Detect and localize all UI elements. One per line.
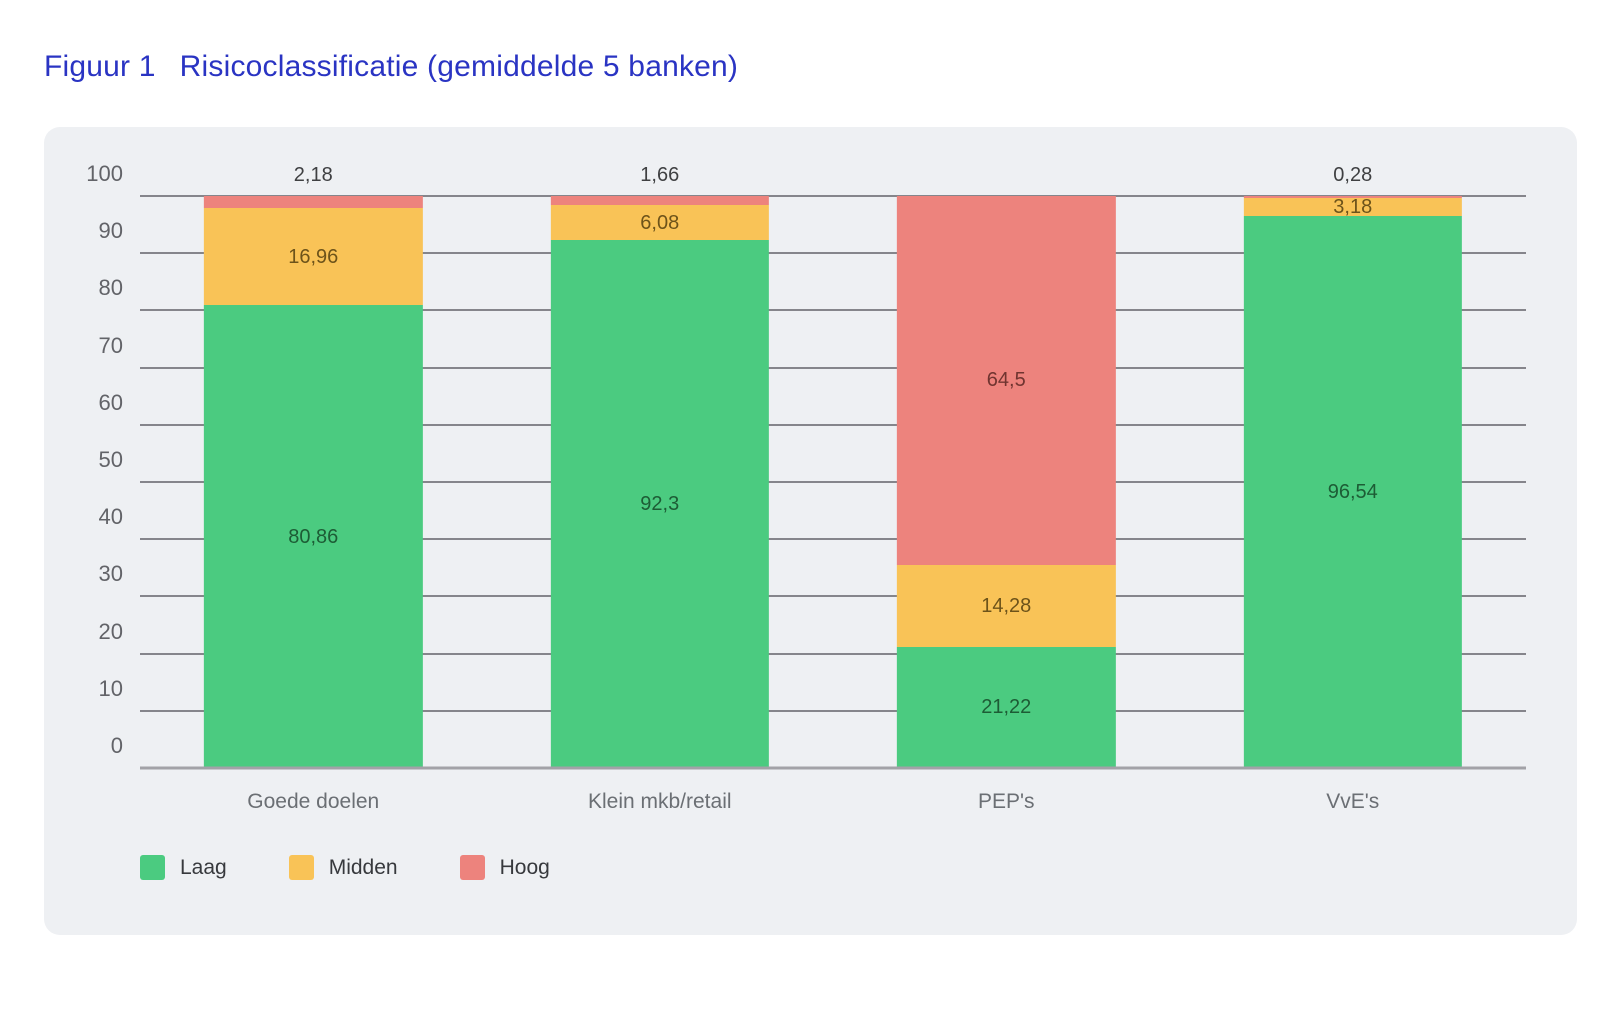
legend-label: Laag xyxy=(180,855,227,879)
legend-swatch-icon xyxy=(140,855,165,880)
figure-number: Figuur 1 xyxy=(44,50,156,83)
gridline xyxy=(140,195,1526,197)
gridline xyxy=(140,309,1526,312)
category-label: Goede doelen xyxy=(247,790,380,813)
gridline xyxy=(140,423,1526,426)
chart-panel: 0 10 20 30 40 50 60 70 80 90 100 80,86 16,96 2,18 92,3… xyxy=(44,127,1577,935)
y-tick-label: 40 xyxy=(98,504,123,530)
legend-label: Hoog xyxy=(499,855,550,879)
y-tick-label: 10 xyxy=(98,675,123,701)
bar-segment-midden xyxy=(1243,197,1462,216)
bar-segment-midden xyxy=(897,564,1116,647)
y-tick-label: 0 xyxy=(110,733,123,758)
gridline xyxy=(140,652,1526,655)
x-axis-labels: Goede doelen Klein mkb/retail PEP's VvE's xyxy=(140,790,1526,814)
stacked-bar: 96,54 3,18 0,28 xyxy=(1243,165,1462,768)
bar-slot: 21,22 14,28 64,5 xyxy=(833,196,1180,768)
bar-segment-laag xyxy=(1243,215,1462,768)
category-label: Klein mkb/retail xyxy=(587,790,732,813)
y-tick-label: 50 xyxy=(98,447,123,472)
category-label: PEP's xyxy=(977,790,1035,813)
bar-segment-midden xyxy=(550,205,769,241)
data-label-midden: 14,28 xyxy=(981,594,1032,617)
data-label-hoog: 0,28 xyxy=(1333,164,1373,186)
bar-slot: 92,3 6,08 1,66 xyxy=(487,165,834,768)
data-label-hoog: 1,66 xyxy=(640,164,680,186)
legend-item-laag: Laag xyxy=(140,855,227,880)
bar-segment-laag xyxy=(897,646,1116,768)
bar-segment-hoog xyxy=(204,196,423,209)
data-label-midden: 3,18 xyxy=(1333,195,1373,218)
data-label-laag: 21,22 xyxy=(981,696,1032,719)
category-label: VvE's xyxy=(1326,790,1380,813)
legend-item-midden: Midden xyxy=(288,855,398,880)
data-label-hoog: 2,18 xyxy=(293,164,333,186)
x-axis-line xyxy=(140,766,1526,770)
stacked-bar: 92,3 6,08 1,66 xyxy=(550,165,769,768)
bar-segment-laag xyxy=(550,240,769,768)
stacked-bar: 21,22 14,28 64,5 xyxy=(897,196,1116,768)
data-label-midden: 6,08 xyxy=(640,211,680,234)
gridline xyxy=(140,709,1526,712)
legend-swatch-icon xyxy=(459,855,485,880)
legend: Laag Midden Hoog xyxy=(140,855,550,880)
y-tick-label: 20 xyxy=(98,618,123,644)
gridline xyxy=(140,366,1526,369)
gridline xyxy=(140,595,1526,598)
y-tick-label: 60 xyxy=(98,389,123,415)
bar-segment-hoog xyxy=(897,196,1116,565)
gridline xyxy=(140,481,1526,483)
legend-swatch-icon xyxy=(288,855,314,880)
figure-caption: Risicoclassificatie (gemiddelde 5 banken… xyxy=(179,50,739,83)
bar-slot: 96,54 3,18 0,28 xyxy=(1180,165,1527,768)
data-label-midden: 16,96 xyxy=(288,245,339,268)
y-tick-label: 90 xyxy=(98,218,123,244)
y-tick-label: 70 xyxy=(98,332,123,358)
data-label-laag: 96,54 xyxy=(1327,480,1378,503)
bar-slots: 80,86 16,96 2,18 92,3 6,08 1,66 21,22 14,28 64,5… xyxy=(140,165,1527,768)
bar-segment-hoog xyxy=(550,195,769,206)
bar-slot: 80,86 16,96 2,18 xyxy=(140,165,487,768)
bar-segment-midden xyxy=(204,208,423,306)
data-label-laag: 92,3 xyxy=(640,493,680,516)
figure-title: Figuur 1 Risicoclassificatie (gemiddelde … xyxy=(44,50,738,84)
bar-segment-laag xyxy=(204,305,423,768)
y-tick-label: 30 xyxy=(98,561,123,587)
bar-segment-hoog xyxy=(1243,196,1462,198)
legend-item-hoog: Hoog xyxy=(459,855,550,880)
y-tick-label: 100 xyxy=(86,161,123,186)
legend-label: Midden xyxy=(328,855,398,879)
data-label-laag: 80,86 xyxy=(288,525,339,548)
data-label-hoog: 64,5 xyxy=(986,369,1026,392)
gridline xyxy=(140,538,1526,541)
plot-area: 0 10 20 30 40 50 60 70 80 90 100 80,86 16,96 2,18 92,3… xyxy=(86,163,1527,770)
gridline xyxy=(140,252,1526,255)
stacked-bar: 80,86 16,96 2,18 xyxy=(204,165,423,768)
y-tick-label: 80 xyxy=(98,275,123,301)
